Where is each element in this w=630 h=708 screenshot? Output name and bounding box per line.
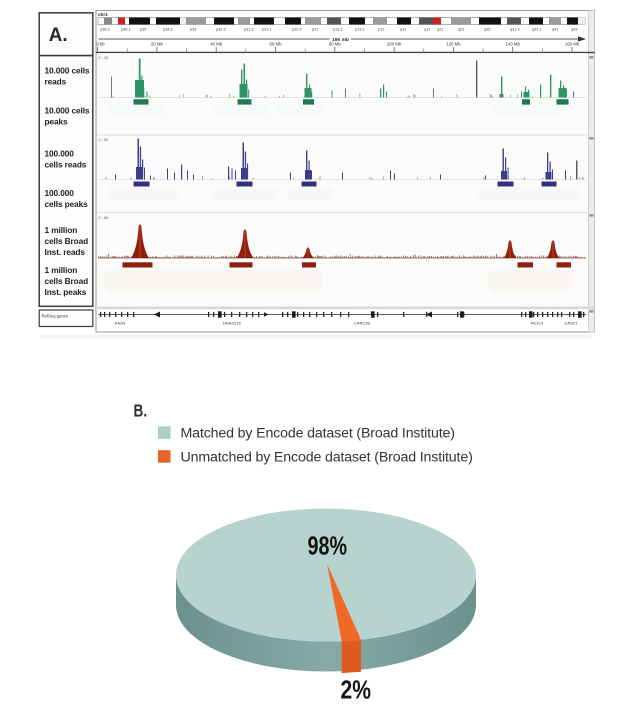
svg-text:120 Mb: 120 Mb xyxy=(446,42,461,47)
svg-text:0 - 88: 0 - 88 xyxy=(99,216,109,220)
svg-text:KAZN: KAZN xyxy=(115,321,126,326)
svg-text:A.: A. xyxy=(49,24,68,46)
svg-text:q23: q23 xyxy=(458,27,464,31)
svg-text:20 Mb: 20 Mb xyxy=(151,42,164,47)
svg-text:CASZ1: CASZ1 xyxy=(565,321,579,326)
svg-text:q31.3: q31.3 xyxy=(510,27,520,31)
svg-text:peaks: peaks xyxy=(45,117,69,127)
svg-text:cells peaks: cells peaks xyxy=(45,199,89,209)
svg-text:160 Mb: 160 Mb xyxy=(565,42,580,47)
svg-text:p12: p12 xyxy=(378,27,384,31)
svg-text:PEX14: PEX14 xyxy=(531,321,544,326)
svg-text:p34.3: p34.3 xyxy=(163,27,173,31)
svg-text:q25: q25 xyxy=(484,27,490,31)
svg-text:0 kb: 0 kb xyxy=(97,42,106,47)
svg-text:q21: q21 xyxy=(437,27,443,31)
svg-text:190 mb: 190 mb xyxy=(332,37,349,43)
svg-text:80 Mb: 80 Mb xyxy=(329,42,342,47)
svg-text:q11: q11 xyxy=(400,27,406,31)
svg-text:cells Broad: cells Broad xyxy=(45,276,89,286)
svg-text:LRRC38: LRRC38 xyxy=(354,321,370,326)
svg-text:0 - 36: 0 - 36 xyxy=(99,56,109,60)
svg-text:140 Mb: 140 Mb xyxy=(506,42,521,47)
svg-text:1 million: 1 million xyxy=(45,265,78,275)
svg-text:Matched by Encode dataset (Bro: Matched by Encode dataset (Broad Institu… xyxy=(181,426,455,442)
svg-text:q12: q12 xyxy=(424,27,430,31)
svg-text:p13.1: p13.1 xyxy=(355,27,365,31)
svg-text:cells Broad: cells Broad xyxy=(45,236,89,246)
svg-text:0 - 60: 0 - 60 xyxy=(99,138,109,142)
svg-text:100.000: 100.000 xyxy=(45,149,75,159)
svg-text:98%: 98% xyxy=(308,533,348,561)
svg-text:p32.3: p32.3 xyxy=(216,27,226,31)
svg-text:Inst. reads: Inst. reads xyxy=(45,247,86,257)
svg-text:cells reads: cells reads xyxy=(45,160,87,170)
svg-text:2%: 2% xyxy=(341,677,372,705)
svg-text:q41: q41 xyxy=(552,27,558,31)
svg-text:60 Mb: 60 Mb xyxy=(270,42,283,47)
svg-text:reads: reads xyxy=(45,77,67,87)
svg-text:p31.1: p31.1 xyxy=(262,27,272,31)
svg-text:DNAJC16: DNAJC16 xyxy=(223,321,242,326)
svg-text:p35: p35 xyxy=(140,27,146,31)
svg-text:p36.1: p36.1 xyxy=(121,27,131,31)
svg-text:p22.3: p22.3 xyxy=(292,27,302,31)
svg-text:p31.3: p31.3 xyxy=(244,27,254,31)
svg-text:Inst. peaks: Inst. peaks xyxy=(45,287,87,297)
svg-text:Unmatched by Encode dataset (B: Unmatched by Encode dataset (Broad Insti… xyxy=(181,450,473,466)
svg-text:10.000 cells: 10.000 cells xyxy=(45,106,90,116)
svg-text:RefSeq genes: RefSeq genes xyxy=(42,314,69,319)
svg-text:B.: B. xyxy=(134,400,148,420)
svg-text:40 Mb: 40 Mb xyxy=(210,42,223,47)
svg-text:p13.3: p13.3 xyxy=(333,27,343,31)
svg-text:100 Mb: 100 Mb xyxy=(387,42,402,47)
svg-text:p33: p33 xyxy=(190,27,196,31)
svg-text:q32.1: q32.1 xyxy=(532,27,542,31)
svg-text:p21: p21 xyxy=(312,27,318,31)
svg-text:p36.3: p36.3 xyxy=(100,27,110,31)
svg-text:100.000: 100.000 xyxy=(45,188,75,198)
svg-text:chr1: chr1 xyxy=(98,12,108,17)
svg-text:10.000 cells: 10.000 cells xyxy=(45,66,90,76)
svg-text:q43: q43 xyxy=(571,27,577,31)
svg-text:1 million: 1 million xyxy=(45,225,78,235)
